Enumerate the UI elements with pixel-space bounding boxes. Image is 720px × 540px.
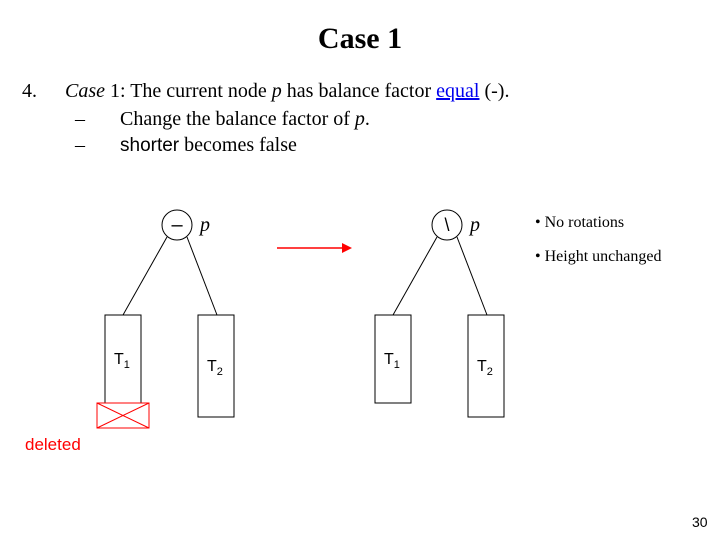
deleted-text: deleted: [25, 435, 81, 454]
right-edge-1: [393, 237, 437, 315]
right-p-label: p: [468, 214, 480, 236]
transform-arrow: [277, 243, 352, 253]
diagram-svg: – p T1 T2 \ p T1 T2: [0, 0, 720, 540]
right-node-label: \: [444, 215, 449, 235]
left-edge-2: [187, 237, 217, 315]
page-number-text: 30: [692, 514, 708, 530]
left-edge-1: [123, 237, 167, 315]
left-node-label: –: [171, 214, 183, 236]
deleted-cross-box: [97, 403, 149, 428]
note-no-rotations-text: • No rotations: [535, 214, 624, 231]
left-p-label: p: [198, 214, 210, 236]
page-number: 30: [692, 514, 708, 530]
deleted-label: deleted: [25, 435, 81, 455]
note-height-unchanged: • Height unchanged: [535, 248, 661, 266]
note-no-rotations: • No rotations: [535, 214, 624, 232]
right-edge-2: [457, 237, 487, 315]
note-height-unchanged-text: • Height unchanged: [535, 248, 661, 265]
